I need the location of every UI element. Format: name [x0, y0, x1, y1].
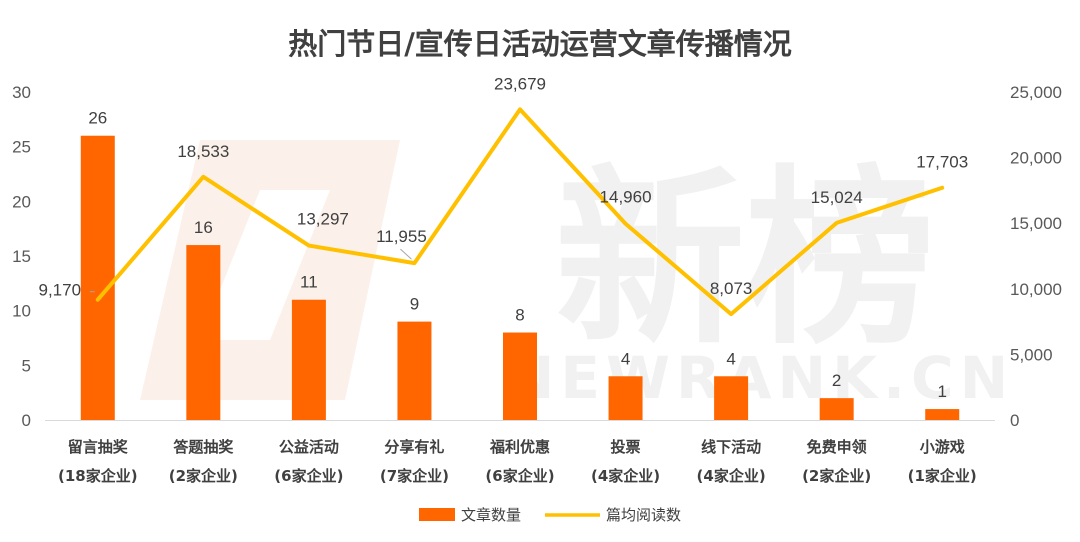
right-tick-label: 0 [1010, 411, 1019, 430]
category-sublabel: (7家企业) [380, 467, 449, 485]
line-data-labels: 9,170 18,533 13,297 11,955 23,679 14,960 8,073… [39, 74, 969, 299]
watermark-site: NEWRANK.CN [506, 344, 1014, 412]
category-label: 小游戏 [920, 438, 965, 456]
line-data-label: 17,703 [916, 153, 968, 172]
category-sublabel: (2家企业) [169, 467, 238, 485]
bar-series [80, 135, 960, 420]
category-label: 公益活动 [279, 438, 339, 456]
left-tick-label: 25 [12, 138, 31, 157]
line-series [95, 107, 945, 317]
bar [80, 135, 115, 420]
left-tick-label: 10 [12, 302, 31, 321]
line-data-label: 18,533 [177, 142, 229, 161]
right-tick-label: 25,000 [1010, 83, 1062, 102]
left-tick-label: 0 [22, 411, 31, 430]
right-tick-label: 10,000 [1010, 280, 1062, 299]
bar-data-label: 2 [832, 371, 841, 390]
category-label: 免费申领 [807, 438, 867, 456]
bar [291, 299, 326, 420]
category-sublabel: (2家企业) [802, 467, 871, 485]
bar [608, 376, 643, 420]
bar-data-label: 11 [300, 273, 318, 292]
line-data-label: 11,955 [376, 227, 427, 246]
bar-data-label: 16 [194, 218, 213, 237]
line-data-label: 13,297 [297, 210, 349, 229]
legend-bar-swatch [419, 508, 455, 521]
line-data-label: 23,679 [494, 74, 546, 93]
bar [503, 332, 537, 420]
legend-bar-label: 文章数量 [461, 506, 521, 524]
category-label: 线下活动 [701, 438, 761, 456]
bar [925, 409, 960, 420]
category-sublabel: (6家企业) [274, 467, 343, 485]
category-label: 福利优惠 [489, 438, 550, 456]
bar [714, 376, 749, 420]
line-path [95, 107, 945, 317]
category-label: 投票 [611, 438, 641, 456]
legend-line-label: 篇均阅读数 [606, 506, 681, 524]
watermark: 新榜 NEWRANK.CN [140, 140, 1014, 412]
left-tick-label: 15 [12, 247, 31, 266]
line-data-label: 14,960 [600, 188, 652, 207]
bar-data-label: 8 [515, 306, 524, 325]
left-axis: 0 5 10 15 20 25 30 [12, 83, 31, 430]
category-sublabel: (1家企业) [908, 467, 977, 485]
category-sublabel: (18家企业) [58, 467, 138, 485]
bar [397, 321, 432, 420]
right-tick-label: 5,000 [1010, 345, 1053, 364]
right-axis: 0 5,000 10,000 15,000 20,000 25,000 [1010, 83, 1062, 430]
category-label: 答题抽奖 [173, 438, 234, 456]
watermark-logo-cut [200, 190, 330, 340]
watermark-brand: 新榜 [555, 149, 935, 370]
leader-line [400, 248, 412, 260]
right-tick-label: 15,000 [1010, 214, 1062, 233]
category-labels: 留言抽奖 (18家企业) 答题抽奖 (2家企业) 公益活动 (6家企业) 分享有礼 (7家企业… [58, 438, 977, 485]
bar [186, 245, 221, 420]
chart-title: 热门节日/宣传日活动运营文章传播情况 [288, 27, 792, 61]
category-sublabel: (6家企业) [485, 467, 554, 485]
left-tick-label: 5 [22, 356, 31, 375]
bar-data-label: 26 [88, 109, 107, 128]
bar [819, 398, 854, 420]
legend: 文章数量 篇均阅读数 [419, 506, 681, 524]
category-sublabel: (4家企业) [697, 467, 766, 485]
left-tick-label: 30 [12, 83, 31, 102]
bar-data-label: 4 [621, 349, 630, 368]
bar-data-label: 1 [937, 382, 946, 401]
left-tick-label: 20 [12, 192, 31, 211]
category-sublabel: (4家企业) [591, 467, 660, 485]
line-data-label: 9,170 [39, 281, 82, 300]
right-tick-label: 20,000 [1010, 149, 1062, 168]
line-data-label: 15,024 [811, 188, 863, 207]
bar-data-labels: 26 16 11 9 8 4 4 2 1 [88, 109, 947, 401]
category-label: 留言抽奖 [68, 438, 129, 456]
category-label: 分享有礼 [384, 438, 444, 456]
bar-data-label: 9 [410, 295, 419, 314]
line-data-label: 8,073 [710, 279, 753, 298]
bar-data-label: 4 [726, 349, 735, 368]
